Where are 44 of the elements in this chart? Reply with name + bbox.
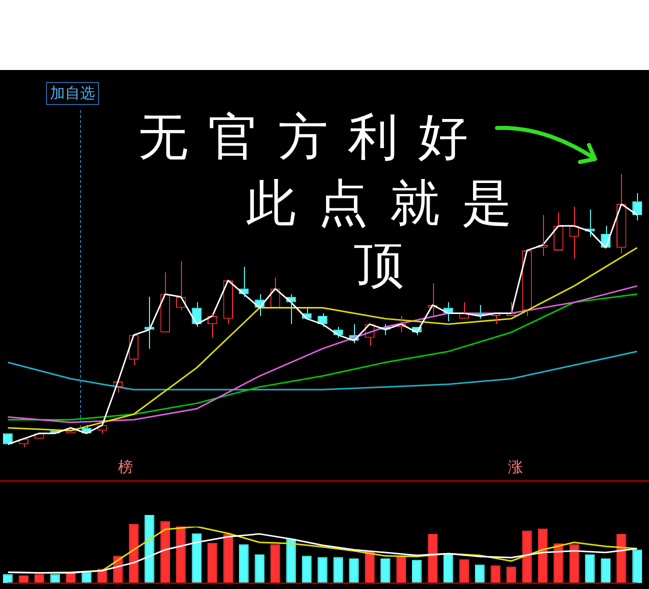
candlestick <box>223 280 233 325</box>
bar <box>538 528 548 583</box>
candlestick <box>18 438 28 448</box>
bar <box>428 534 438 583</box>
text: 无官方利好 <box>138 107 488 168</box>
bar <box>286 538 296 583</box>
bar <box>474 564 485 583</box>
bar <box>333 557 344 583</box>
bar <box>632 550 642 583</box>
bar <box>349 558 359 583</box>
text: 加自选 <box>46 82 99 105</box>
bar <box>616 534 626 583</box>
bar <box>238 544 249 583</box>
bar <box>176 526 186 583</box>
bar <box>522 530 532 583</box>
bar <box>318 557 328 583</box>
bar <box>490 565 500 583</box>
bar <box>364 551 375 583</box>
bar <box>144 515 154 583</box>
bar <box>506 566 516 583</box>
candlestick <box>160 272 170 332</box>
bar <box>585 554 595 583</box>
bar <box>160 521 170 583</box>
bar <box>380 558 390 583</box>
bar <box>254 554 264 583</box>
bar <box>443 554 454 583</box>
bar <box>192 533 202 583</box>
candlestick <box>522 250 532 316</box>
bar <box>270 544 280 583</box>
bar <box>223 534 233 583</box>
bar <box>412 560 422 583</box>
bar <box>302 556 312 583</box>
text: 涨 <box>508 458 523 477</box>
bar <box>554 544 564 583</box>
annotation: 此点就是顶 <box>245 173 535 296</box>
candlestick <box>616 174 626 254</box>
bar <box>396 556 406 583</box>
bar <box>600 558 611 583</box>
bar <box>128 524 139 583</box>
text: 榜 <box>118 458 133 477</box>
bar <box>208 542 218 583</box>
candlestick <box>554 212 564 250</box>
bar <box>569 544 580 583</box>
bar <box>459 559 469 583</box>
